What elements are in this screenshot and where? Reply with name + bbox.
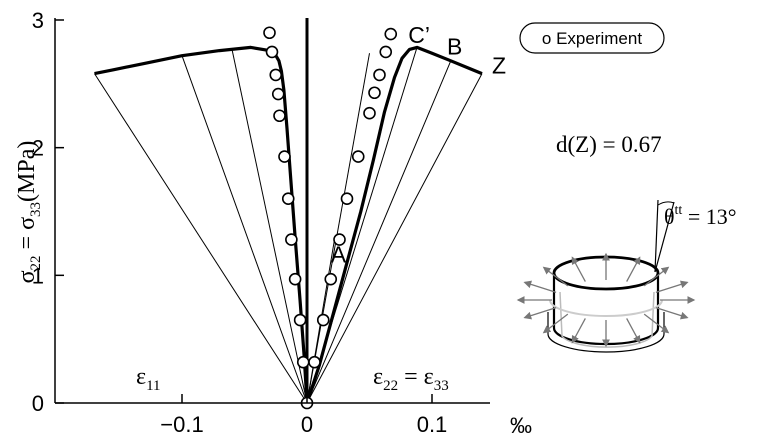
model-curves: [94, 18, 483, 404]
theta-incline-line: [654, 201, 675, 273]
unloading-line: [306, 53, 370, 404]
y-tick-label: 1: [32, 263, 44, 288]
radial-arrow: [655, 280, 689, 293]
radial-arrow: [626, 318, 641, 344]
theta-arc: [657, 201, 675, 206]
unloading-line: [231, 49, 308, 404]
x-unit-label: ‰: [510, 413, 532, 438]
inset-cylinder: d(Z) = 0.67 θtt = 13°: [516, 132, 737, 353]
y-axis-label: σ22 = σ33(MPa): [14, 141, 44, 284]
annotation-label: B: [447, 33, 462, 59]
x-ticks: −0.1 0 0.1: [160, 394, 447, 437]
radial-arrow: [626, 256, 641, 282]
radial-arrow: [643, 313, 670, 334]
eps11-label: ε11: [136, 364, 161, 394]
experiment-point: [296, 355, 310, 369]
radial-arrow: [571, 318, 586, 344]
experiment-point: [363, 106, 376, 120]
cylinder-deformed-outline: [547, 312, 665, 353]
experiment-point: [271, 87, 285, 101]
y-tick-label: 3: [32, 8, 44, 33]
x-tick-label: 0: [301, 412, 313, 437]
cylinder-mid-band: [549, 299, 663, 317]
experiment-point: [269, 68, 283, 82]
experiment-point: [333, 233, 346, 246]
experiment-point: [379, 45, 393, 59]
unloading-line: [306, 60, 452, 404]
experiment-point: [293, 313, 307, 327]
experiment-point: [316, 313, 330, 327]
y-ticks: 0 1 2 3: [32, 8, 64, 416]
radial-arrow: [655, 307, 689, 320]
experiment-point: [278, 150, 291, 163]
experiment-point: [324, 272, 338, 286]
model-curve-model_eps22: [305, 45, 483, 404]
x-tick-label: 0.1: [417, 412, 448, 437]
experiment-point: [263, 26, 276, 40]
experiment-point: [273, 109, 286, 123]
eps22-label: ε22 = ε33: [373, 364, 449, 394]
damage-value-label: d(Z) = 0.67: [556, 132, 662, 157]
annotation-label: A: [331, 242, 347, 268]
experiment-point: [265, 45, 279, 59]
experiment-point: [368, 86, 381, 100]
annotation-label: C’: [408, 22, 430, 48]
theta-ref-line: [654, 199, 659, 273]
unloading-line: [306, 73, 483, 404]
legend-box: [519, 22, 665, 54]
experiment-point: [373, 68, 386, 82]
radial-arrow: [523, 280, 557, 293]
cylinder-drawing: [516, 199, 696, 353]
experiment-point: [281, 192, 295, 206]
legend: o Experiment: [519, 22, 665, 54]
radial-arrow: [643, 266, 670, 287]
radial-arrows: [516, 252, 696, 348]
experiment-point: [288, 272, 302, 286]
experiment-point: [384, 27, 398, 41]
unloading-line: [181, 55, 308, 404]
experiment-point: [308, 355, 321, 369]
unloading-lines: [94, 47, 483, 404]
experiment-point: [340, 192, 354, 206]
legend-label: o Experiment: [542, 29, 642, 48]
experiment-point: [285, 233, 298, 246]
model-curve-model_eps11: [94, 45, 309, 404]
radial-arrow: [523, 307, 557, 320]
y-tick-label: 2: [32, 136, 44, 161]
y-tick-label: 0: [32, 391, 44, 416]
annotation-label: Z: [492, 53, 506, 79]
theta-label: θtt = 13°: [664, 203, 737, 229]
experiment-point: [351, 150, 365, 163]
radial-arrow: [542, 266, 569, 287]
point-annotations: A C’ B Z: [331, 22, 506, 268]
radial-arrow: [542, 313, 569, 334]
x-tick-label: −0.1: [160, 412, 203, 437]
unloading-line: [94, 73, 308, 404]
radial-arrow: [571, 256, 586, 282]
